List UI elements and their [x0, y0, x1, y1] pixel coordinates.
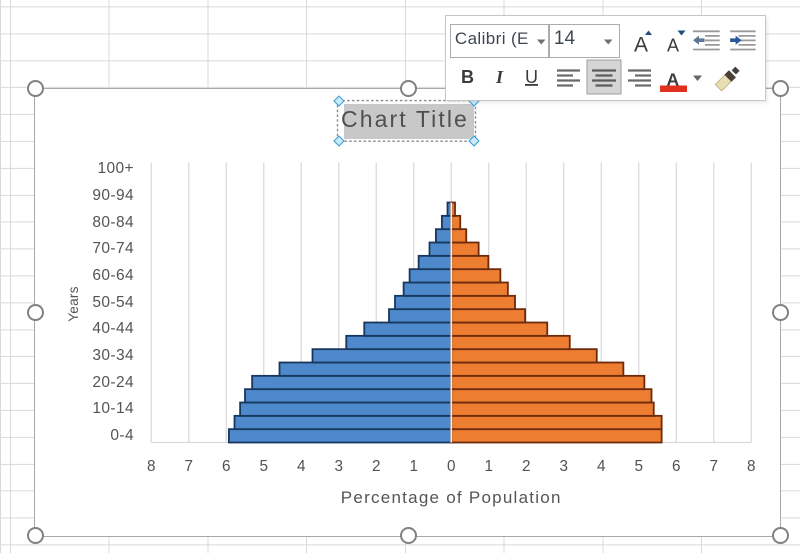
svg-text:A: A [667, 35, 679, 55]
svg-text:I: I [495, 67, 504, 87]
svg-text:B: B [461, 67, 474, 87]
svg-text:U: U [525, 67, 538, 87]
svg-text:A: A [666, 69, 679, 89]
svg-text:A: A [634, 33, 648, 56]
